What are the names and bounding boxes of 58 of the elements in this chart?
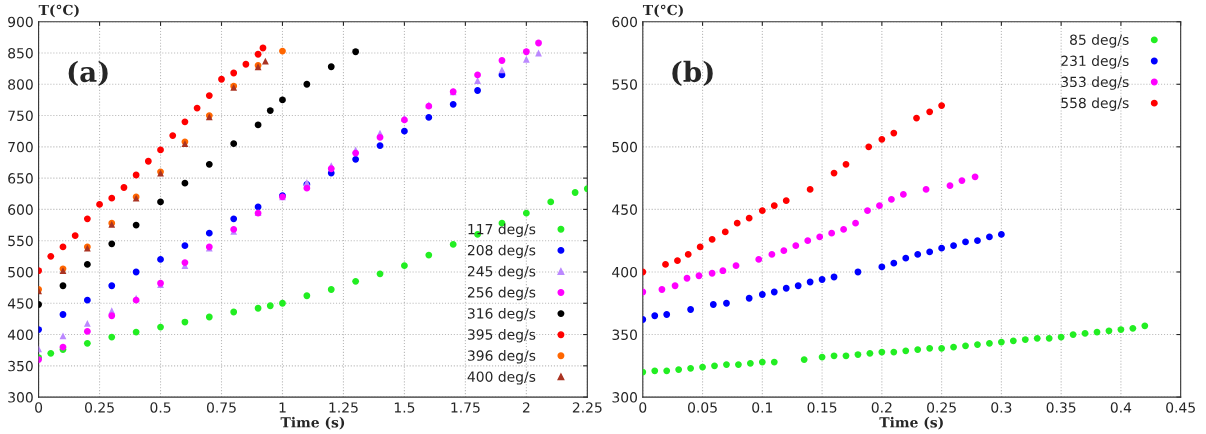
y-tick-label: 500 [8,266,33,278]
y-axis-title: T(°C) [38,4,79,18]
y-axis-title: T(°C) [642,4,683,18]
y-tick-label: 300 [612,392,638,403]
y-tick-label: 700 [8,141,33,153]
x-tick-label: 0.2 [871,402,892,413]
legend-label: 353 deg/s [1061,76,1129,90]
legend-label: 256 deg/s [467,286,536,301]
x-tick-label: 0.1 [752,402,773,413]
legend-label: 396 deg/s [467,350,536,364]
legend-label: 400 deg/s [467,371,536,385]
x-axis-title: Time (s) [879,416,943,430]
legend-label: 208 deg/s [467,244,536,259]
x-axis-title: Time (s) [280,416,345,430]
y-tick-label: 750 [8,110,33,122]
x-tick-label: 0.4 [1110,402,1132,413]
annotation: (b) [672,60,713,87]
x-tick-label: 1 [279,402,286,413]
x-tick-label: 0.25 [927,402,956,413]
legend-label: 316 deg/s [467,307,536,322]
y-tick-label: 550 [612,79,638,90]
y-tick-label: 350 [8,360,33,372]
x-tick-label: 0.35 [1046,402,1076,413]
y-tick-label: 550 [8,235,33,247]
x-tick-label: 0.05 [688,402,717,413]
legend-label: 85 deg/s [1070,34,1129,48]
legend-label: 558 deg/s [1061,97,1129,111]
y-tick-label: 400 [612,266,638,278]
y-tick-label: 500 [612,141,638,153]
legend-label: 395 deg/s [467,329,536,343]
x-tick-label: 0 [639,402,647,413]
y-tick-label: 450 [612,204,638,215]
y-tick-label: 850 [8,47,33,59]
y-tick-label: 450 [7,298,33,309]
annotation: (a) [68,60,108,87]
legend-label: 231 deg/s [1061,55,1129,69]
x-tick-label: 1.75 [451,402,480,413]
x-tick-label: 1.25 [329,402,358,413]
y-tick-label: 900 [8,16,33,28]
y-tick-label: 300 [8,392,33,403]
y-tick-label: 800 [8,79,33,90]
x-tick-label: 0.75 [206,402,236,413]
y-tick-label: 600 [8,204,33,215]
x-tick-label: 0.5 [150,402,171,413]
y-tick-label: 400 [7,329,33,341]
y-tick-label: 600 [612,16,638,28]
x-tick-label: 0.15 [807,402,837,413]
y-tick-label: 350 [612,329,638,341]
legend-label: 117 deg/s [468,223,536,238]
x-tick-label: 0 [35,402,43,413]
x-tick-label: 0.45 [1166,402,1195,413]
y-tick-label: 650 [8,173,33,184]
x-tick-label: 0.3 [991,402,1012,413]
legend-label: 245 deg/s [467,265,536,280]
x-tick-label: 2 [522,402,530,413]
x-tick-label: 2.25 [572,402,602,413]
x-tick-label: 0.25 [85,402,114,413]
x-tick-label: 1.5 [394,402,415,413]
